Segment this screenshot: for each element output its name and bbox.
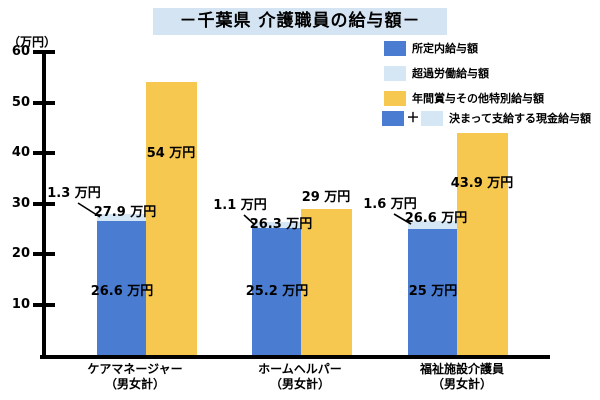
x-axis-category-label: ホームヘルパー （男女計） [215,362,385,392]
bar-overtime-segment [252,222,301,228]
y-axis-tick [33,201,55,206]
y-axis-tick-label: 30 [11,195,30,211]
legend-item: 超過労働給与額 [382,66,600,82]
bar-base-segment [252,228,301,355]
y-axis-tick [33,100,55,105]
y-axis-tick-label: 50 [11,94,30,110]
legend-swatch-overtime [384,66,406,81]
y-axis-tick [33,151,55,155]
overtime-value-label: 1.6 万円 [363,197,417,212]
y-axis-tick [33,50,55,54]
category-subtext: （男女計） [104,377,165,391]
bar-base-segment [408,229,457,355]
bar-value-label: 25 万円 [408,284,458,299]
y-axis-unit-label: （万円） [8,35,57,49]
legend-item: 所定内給与額 [382,41,600,57]
category-subtext: （男女計） [431,377,492,391]
bonus-value-label: 29 万円 [301,190,351,205]
y-axis-tick [33,252,55,256]
legend-label: 決まって支給する現金給与額 [449,112,592,125]
bar-value-label: 25.2 万円 [245,284,309,299]
y-axis-tick [33,302,55,307]
overtime-value-label: 1.3 万円 [47,186,101,201]
category-name: 福祉施設介護員 [419,362,504,376]
legend-label: 年間賞与その他特別給与額 [412,92,544,105]
legend-label: 超過労働給与額 [412,67,489,80]
overtime-value-label: 1.1 万円 [213,198,267,213]
category-subtext: （男女計） [269,377,330,391]
x-axis-category-label: ケアマネージャー （男女計） [50,362,220,392]
bar-base-segment [97,221,146,355]
total-value-label: 26.6 万円 [404,211,468,226]
legend-swatch-overtime [421,111,443,126]
bonus-value-label: 43.9 万円 [450,176,514,191]
bar-bonus [301,209,352,355]
plus-sign: ＋ [406,111,420,126]
category-name: ホームヘルパー [258,362,342,376]
category-name: ケアマネージャー [87,362,183,376]
y-axis-tick-label: 40 [11,145,30,160]
total-value-label: 27.9 万円 [93,205,157,220]
chart-title: －千葉県 介護職員の給与額－ [153,8,447,35]
legend-label: 所定内給与額 [412,42,478,55]
bar-overtime-segment [97,214,146,221]
y-axis-tick-label: 60 [11,44,30,59]
legend-swatch-base [382,111,404,126]
y-axis-tick-label: 10 [11,296,30,312]
legend-swatch-base [384,41,406,56]
total-value-label: 26.3 万円 [249,217,313,232]
x-axis-category-label: 福祉施設介護員 （男女計） [377,362,547,392]
legend-swatch-bonus [384,91,406,106]
y-axis-tick-label: 20 [11,246,30,261]
bar-bonus [457,133,508,355]
bar-overtime-segment [408,221,457,229]
bonus-value-label: 54 万円 [146,146,196,161]
bar-bonus [146,82,197,355]
x-axis-line [40,355,550,359]
bar-value-label: 26.6 万円 [90,284,154,299]
legend-item: ＋ 決まって支給する現金給与額 [382,111,600,127]
legend-item: 年間賞与その他特別給与額 [382,91,600,107]
